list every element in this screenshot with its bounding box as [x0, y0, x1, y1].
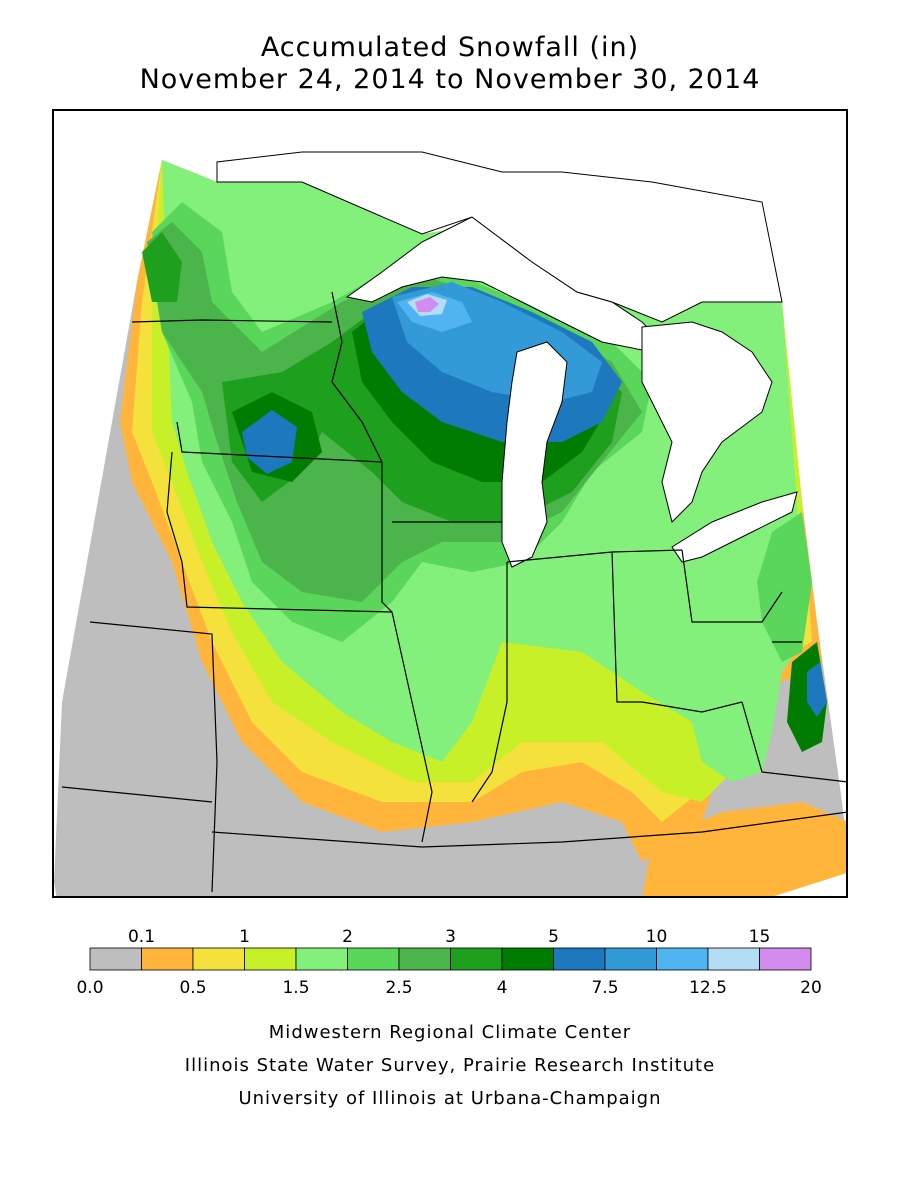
contour-orange-se [642, 802, 846, 896]
legend-bottom-label: 2.5 [385, 978, 412, 998]
contour-violet [415, 297, 439, 312]
snowfall-map-canvas [54, 151, 846, 896]
legend-bottom-label: 1.5 [282, 978, 309, 998]
legend-swatch [759, 947, 812, 971]
lake-michigan [501, 341, 568, 568]
legend-swatch [141, 947, 194, 971]
canada-region [216, 151, 783, 323]
legend-swatch [450, 947, 503, 971]
legend-bottom-label: 0.5 [179, 978, 206, 998]
legend-bottom-label: 0.0 [76, 978, 103, 998]
legend-swatch [604, 947, 657, 971]
legend-swatch [553, 947, 606, 971]
map-date-range: November 24, 2014 to November 30, 2014 [139, 64, 761, 95]
legend-top-label: 5 [548, 927, 559, 947]
legend-swatch [89, 947, 142, 971]
lake-huron [641, 321, 773, 523]
contour-east-green [757, 512, 812, 662]
legend-swatch [192, 947, 245, 971]
legend-top-label: 3 [445, 927, 456, 947]
legend-bottom-label: 4 [497, 978, 508, 998]
contour-east-blue [807, 662, 827, 717]
legend-bottom-label: 12.5 [689, 978, 727, 998]
legend-swatch [707, 947, 760, 971]
legend-swatch [656, 947, 709, 971]
legend-swatch [398, 947, 451, 971]
credit-mrcc: Midwestern Regional Climate Center [268, 1022, 632, 1043]
map-title: Accumulated Snowfall (in) [260, 32, 640, 63]
legend-bottom-label: 7.5 [591, 978, 618, 998]
legend-swatch [244, 947, 297, 971]
credit-uiuc: University of Illinois at Urbana-Champai… [238, 1088, 662, 1109]
legend-swatch [347, 947, 400, 971]
state-borders [61, 291, 846, 893]
credit-isws: Illinois State Water Survey, Prairie Res… [184, 1055, 716, 1076]
legend-swatch [295, 947, 348, 971]
legend-top-label: 10 [646, 927, 668, 947]
legend-top-label: 2 [342, 927, 353, 947]
lake-erie [671, 491, 798, 563]
legend-bottom-label: 20 [800, 978, 822, 998]
legend-swatch [501, 947, 554, 971]
color-legend: 0.0 0.5 1.5 2.5 4 7.5 12.5 20 0.1 1 2 3 5 10 15 [76, 927, 822, 998]
legend-top-label: 1 [239, 927, 250, 947]
legend-top-label: 15 [749, 927, 771, 947]
snowfall-map [52, 109, 848, 898]
legend-top-label: 0.1 [128, 927, 155, 947]
